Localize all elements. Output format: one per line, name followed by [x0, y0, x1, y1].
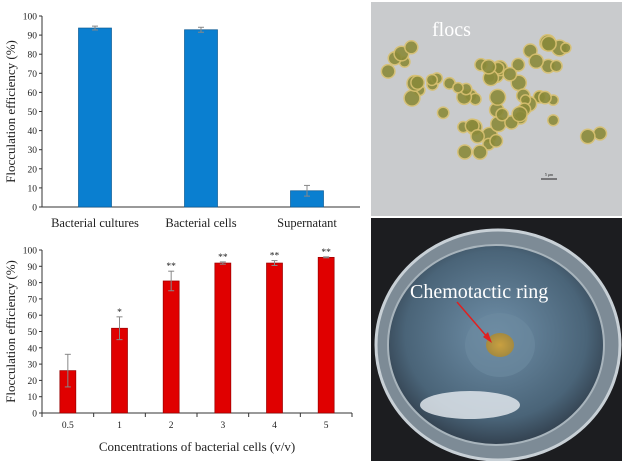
- bar: [162, 280, 180, 414]
- y-tick-label: 100: [23, 13, 38, 23]
- algal-cell: [540, 35, 557, 52]
- y-tick-label: 0: [32, 410, 37, 420]
- y-tick-label: 40: [28, 344, 38, 354]
- algal-cell: [472, 144, 488, 160]
- arrowhead-icon: [483, 332, 492, 343]
- algal-cell: [511, 105, 528, 123]
- bar: [214, 262, 232, 414]
- x-category-label: 2: [169, 421, 174, 431]
- algal-cell: [452, 81, 464, 94]
- algal-cell: [489, 133, 504, 148]
- algal-cell: [480, 58, 497, 75]
- x-axis-label: Concentrations of bacterial cells (v/v): [99, 439, 295, 454]
- scale-bar-label: 5 μm: [545, 172, 554, 177]
- y-tick-label: 50: [28, 108, 38, 118]
- micrograph-photo: flocs 5 μm: [371, 2, 622, 216]
- x-category-label: 1: [117, 421, 122, 431]
- y-tick-label: 70: [28, 70, 38, 80]
- algal-cell: [410, 75, 425, 90]
- algal-cell: [403, 89, 421, 107]
- y-tick-label: 60: [28, 312, 38, 322]
- algal-cell: [538, 90, 552, 105]
- algal-cell: [511, 57, 526, 72]
- bar: [184, 29, 218, 208]
- y-tick-label: 10: [28, 393, 38, 403]
- y-tick-label: 90: [28, 32, 38, 42]
- algal-cell: [470, 128, 485, 144]
- algal-cell: [502, 66, 518, 82]
- y-tick-label: 60: [28, 89, 38, 99]
- chart-concentrations: 0 10 20 30 40 50 60 70 80 90 100 0.5 * 1 ** 2 ** 3 ** 4 ** 5 F…: [3, 247, 353, 454]
- y-axis-label: Flocculation efficiency (%): [3, 40, 18, 183]
- algal-cell: [547, 114, 560, 127]
- bar: [266, 262, 283, 414]
- y-tick-label: 10: [28, 184, 38, 194]
- y-tick-label: 50: [28, 328, 38, 338]
- algal-cell: [404, 40, 419, 55]
- significance-marker: **: [270, 252, 280, 262]
- significance-marker: **: [218, 253, 228, 263]
- y-tick-label: 70: [28, 295, 38, 305]
- y-tick-label: 90: [28, 263, 38, 273]
- algal-cell: [436, 106, 450, 120]
- algal-cell: [528, 53, 545, 70]
- petri-dish-photo: Chemotactic ring: [371, 218, 622, 461]
- x-category-label: 5: [324, 421, 329, 431]
- y-axis-label: Flocculation efficiency (%): [3, 260, 18, 403]
- arrow-icon: [456, 301, 489, 339]
- algal-cell: [488, 88, 507, 106]
- significance-marker: **: [166, 262, 176, 272]
- significance-marker: *: [117, 308, 122, 318]
- y-tick-label: 30: [28, 361, 38, 371]
- x-category-label: Bacterial cells: [165, 216, 236, 230]
- y-tick-label: 80: [28, 51, 38, 61]
- chemotactic-ring-label: Chemotactic ring: [410, 281, 548, 303]
- bar: [111, 327, 128, 414]
- x-category-label: 4: [272, 421, 277, 431]
- bar: [317, 256, 335, 414]
- x-category-label: 3: [220, 421, 225, 431]
- x-category-label: Supernatant: [277, 216, 337, 230]
- y-tick-label: 40: [28, 127, 38, 137]
- algal-cell: [560, 42, 572, 54]
- algal-cell: [457, 144, 473, 160]
- y-tick-label: 20: [28, 377, 38, 387]
- bar: [78, 27, 112, 208]
- significance-marker: **: [321, 248, 331, 258]
- y-tick-label: 80: [28, 279, 38, 289]
- x-category-label: Bacterial cultures: [51, 216, 139, 230]
- algal-cell: [549, 59, 563, 73]
- y-tick-label: 0: [32, 204, 37, 214]
- algal-cell: [425, 73, 439, 87]
- chart-sample-types: 0 10 20 30 40 50 60 70 80 90 100 Bacterial cultures…: [3, 13, 360, 230]
- algal-cell: [495, 107, 510, 122]
- algal-cell: [380, 63, 396, 79]
- y-tick-label: 20: [28, 165, 38, 175]
- y-tick-label: 100: [23, 247, 38, 257]
- algal-cell: [579, 128, 596, 145]
- y-tick-label: 30: [28, 146, 38, 156]
- x-category-label: 0.5: [62, 421, 74, 431]
- flocs-label: flocs: [432, 19, 471, 41]
